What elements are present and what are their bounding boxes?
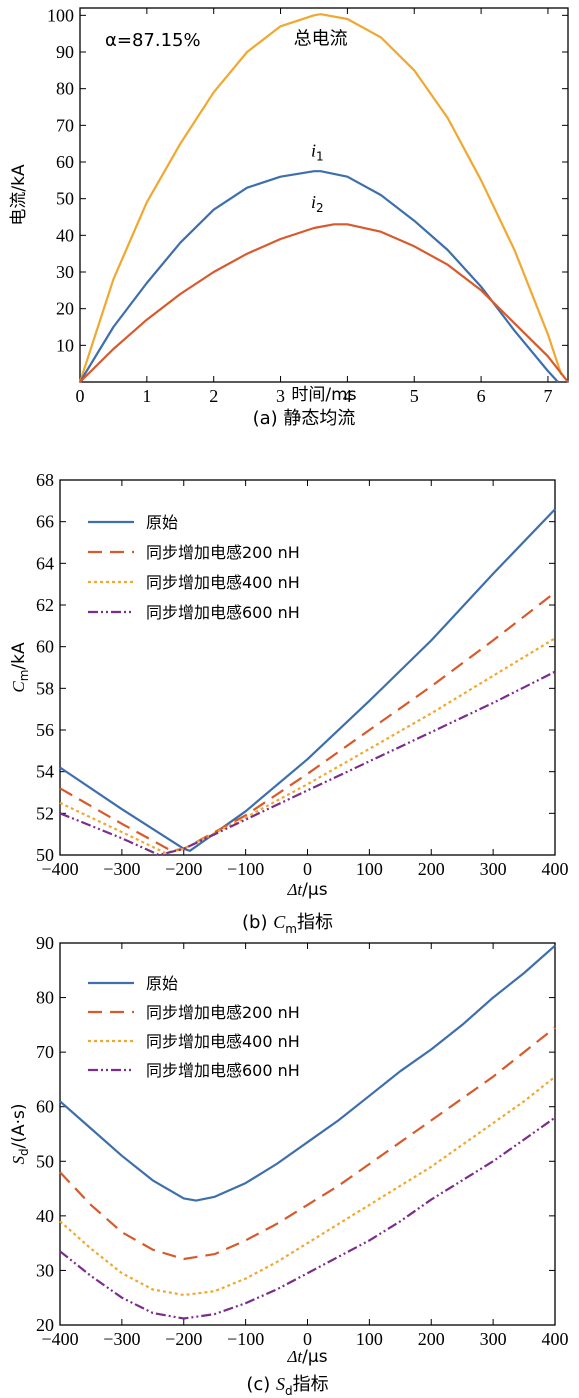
series-line-4	[59, 1116, 556, 1320]
x-tick-label: 1	[142, 386, 151, 406]
legend-label-3: 同步增加电感400 nH	[146, 1032, 300, 1051]
x-tick-label: 400	[542, 1329, 569, 1349]
series-label-i1: i1	[311, 141, 324, 164]
y-tick-label: 50	[56, 189, 74, 209]
x-tick-label: 0	[76, 386, 85, 406]
plot-frame	[59, 942, 556, 1326]
y-tick-label: 40	[56, 225, 74, 245]
x-tick-label: −100	[227, 859, 264, 879]
series-line-1	[59, 944, 556, 1202]
figure-caption: (a) 静态均流	[253, 408, 356, 429]
x-tick-label: −100	[227, 1329, 264, 1349]
series-line-2	[59, 591, 556, 852]
y-tick-label: 40	[36, 1206, 54, 1226]
legend-label-2: 同步增加电感200 nH	[146, 543, 300, 562]
x-tick-label: 5	[410, 386, 419, 406]
series-line-4	[59, 670, 556, 857]
y-axis-label: Sd/(A·s)	[9, 1103, 31, 1164]
x-tick-label: 200	[418, 1329, 445, 1349]
y-tick-label: 64	[36, 553, 54, 573]
x-tick-label: −400	[41, 859, 78, 879]
alpha-annotation: α=87.15%	[105, 30, 201, 51]
legend-label-4: 同步增加电感600 nH	[146, 1061, 300, 1080]
y-tick-label: 90	[36, 933, 54, 953]
legend-label-2: 同步增加电感200 nH	[146, 1003, 300, 1022]
x-tick-label: 3	[276, 386, 285, 406]
legend-label-1: 原始	[146, 974, 178, 993]
x-tick-label: 7	[543, 386, 552, 406]
y-tick-label: 30	[36, 1260, 54, 1280]
y-axis-label: 电流/kA	[9, 164, 29, 226]
x-tick-label: −200	[165, 859, 202, 879]
x-tick-label: 100	[356, 1329, 383, 1349]
y-axis-label: Cm/kA	[9, 642, 31, 693]
figure-caption: (b) Cm指标	[242, 912, 333, 936]
x-axis-label: Δt/μs	[286, 880, 327, 900]
y-tick-label: 52	[36, 803, 54, 823]
x-tick-label: −400	[41, 1329, 78, 1349]
chart-panel-1: 0 1 2 3 4 5 6 7 10 20 30 40 50 60 70 80 90 100 时间/ms 电流/kA (…	[9, 5, 569, 429]
y-tick-label: 70	[36, 1042, 54, 1062]
x-tick-label: 2	[209, 386, 218, 406]
legend-label-3: 同步增加电感400 nH	[146, 573, 300, 592]
y-tick-label: 10	[56, 335, 74, 355]
series-line-2	[59, 1026, 556, 1261]
series-line-3	[79, 223, 569, 383]
y-tick-label: 60	[36, 637, 54, 657]
x-tick-label: 0	[303, 1329, 312, 1349]
y-tick-label: 58	[36, 678, 54, 698]
x-tick-label: 6	[477, 386, 486, 406]
figure-caption: (c) Sd指标	[246, 1374, 328, 1398]
y-tick-label: 60	[36, 1097, 54, 1117]
x-tick-label: −300	[103, 859, 140, 879]
plot-frame	[79, 7, 569, 383]
y-tick-label: 80	[56, 79, 74, 99]
y-tick-label: 30	[56, 262, 74, 282]
y-tick-label: 50	[36, 1151, 54, 1171]
x-tick-label: 0	[303, 859, 312, 879]
chart-panel-2: −400 −300 −200 −100 0 100 200 300 400 50 52 54 56 58 6…	[9, 470, 569, 936]
x-tick-label: 300	[480, 859, 507, 879]
x-tick-label: 100	[356, 859, 383, 879]
y-tick-label: 68	[36, 470, 54, 490]
x-tick-label: 4	[343, 386, 352, 406]
series-label-i2: i2	[311, 192, 324, 215]
series-label-total: 总电流	[294, 29, 348, 50]
series-line-1	[59, 508, 556, 852]
series-line-1	[78, 13, 563, 383]
series-line-3	[59, 1075, 556, 1297]
plot-frame	[59, 479, 556, 856]
x-tick-label: −200	[165, 1329, 202, 1349]
x-tick-label: 400	[542, 859, 569, 879]
legend-label-4: 同步增加电感600 nH	[146, 603, 300, 622]
y-tick-label: 50	[36, 845, 54, 865]
y-tick-label: 20	[36, 1315, 54, 1335]
y-tick-label: 54	[36, 762, 54, 782]
y-tick-label: 100	[47, 5, 74, 25]
series-line-3	[59, 637, 556, 854]
x-tick-label: 200	[418, 859, 445, 879]
y-tick-label: 56	[36, 720, 54, 740]
y-tick-label: 62	[36, 595, 54, 615]
y-tick-label: 70	[56, 115, 74, 135]
y-tick-label: 20	[56, 299, 74, 319]
x-axis-label: 时间/ms	[291, 385, 356, 405]
x-tick-label: 300	[480, 1329, 507, 1349]
y-tick-label: 66	[36, 512, 54, 532]
legend-label-1: 原始	[146, 513, 178, 532]
y-tick-label: 90	[56, 42, 74, 62]
x-tick-label: −300	[103, 1329, 140, 1349]
x-axis-label: Δt/μs	[286, 1347, 327, 1367]
y-tick-label: 80	[36, 988, 54, 1008]
chart-panel-3: −400 −300 −200 −100 0 100 200 300 400 20 30 40 50 60 7…	[9, 933, 569, 1398]
y-tick-label: 60	[56, 152, 74, 172]
